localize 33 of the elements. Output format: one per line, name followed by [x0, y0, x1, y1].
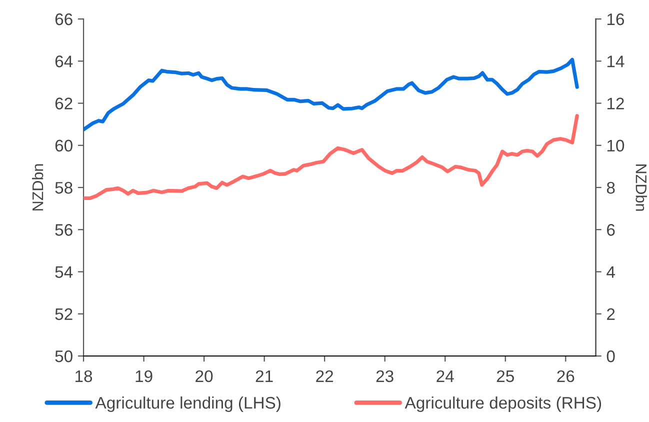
x-tick-label: 18: [76, 370, 92, 382]
x-tick-label: 20: [196, 370, 213, 382]
y-tick-label: 52: [55, 308, 72, 320]
y-tick-label: 50: [55, 350, 72, 362]
y-axis-title: NZDbn: [32, 164, 44, 210]
x-tick-label: 19: [136, 370, 152, 382]
y2-tick-label: 2: [607, 308, 615, 320]
x-tick-label: 23: [376, 370, 394, 382]
y2-axis-title: NZDbn: [636, 164, 647, 211]
x-tick-label: 22: [316, 370, 334, 382]
y2-tick-label: 4: [606, 266, 615, 278]
y-tick-label: 58: [55, 182, 72, 194]
x-tick-label: 26: [557, 370, 574, 382]
x-tick-label: 25: [496, 370, 514, 382]
x-tick-label: 24: [436, 370, 454, 382]
y2-tick-label: 0: [606, 350, 615, 362]
y2-tick-label: 12: [607, 98, 624, 110]
y2-tick-label: 16: [607, 13, 624, 26]
y2-tick-label: 8: [606, 182, 615, 194]
line-series: [84, 114, 579, 200]
line-series: [84, 58, 579, 132]
legend-label: Agriculture deposits (RHS): [404, 396, 602, 412]
y-tick-label: 56: [55, 224, 72, 236]
y-tick-label: 64: [55, 56, 73, 68]
y2-tick-label: 6: [607, 224, 615, 236]
y-tick-label: 66: [55, 13, 72, 26]
y2-tick-label: 10: [607, 140, 624, 152]
x-tick-label: 21: [256, 370, 273, 382]
y-tick-label: 54: [55, 266, 73, 278]
y-tick-label: 62: [55, 98, 72, 110]
y2-tick-label: 14: [607, 56, 624, 68]
y-tick-label: 60: [55, 140, 72, 152]
legend-label: Agriculture lending (LHS): [95, 396, 280, 412]
